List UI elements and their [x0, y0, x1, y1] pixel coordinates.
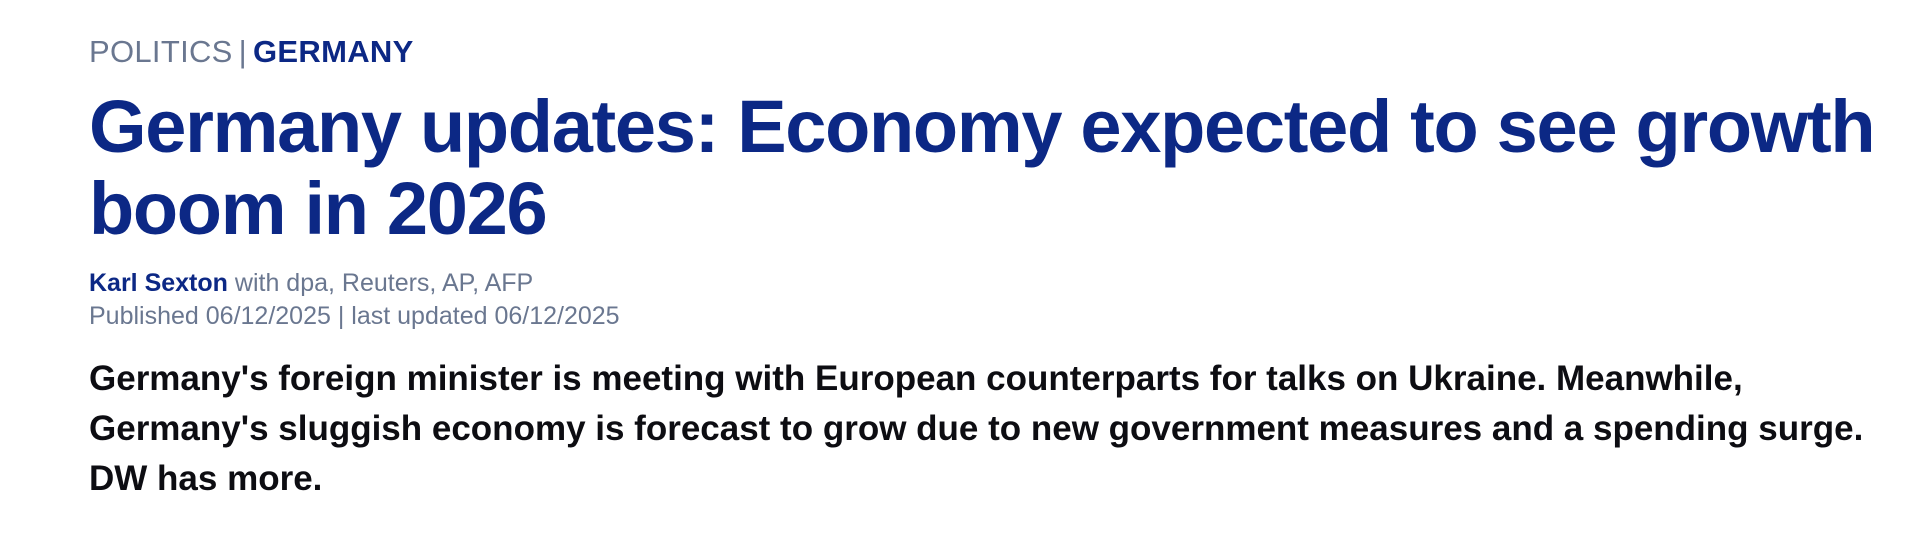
published-label: Published	[89, 302, 199, 330]
byline-agencies: with dpa, Reuters, AP, AFP	[234, 269, 534, 297]
author-link[interactable]: Karl Sexton	[89, 269, 228, 297]
published-date: 06/12/2025	[205, 302, 331, 330]
updated-date: 06/12/2025	[494, 302, 620, 330]
article-headline: Germany updates: Economy expected to see…	[89, 85, 1876, 250]
byline: Karl Sexton with dpa, Reuters, AP, AFP	[89, 267, 533, 300]
article-lead: Germany's foreign minister is meeting wi…	[89, 359, 1864, 498]
updated-label: last updated	[351, 302, 488, 330]
breadcrumb: POLITICS | GERMANY	[89, 30, 414, 74]
publication-dates: Published 06/12/2025 | last updated 06/1…	[89, 300, 620, 333]
breadcrumb-subsection-link[interactable]: GERMANY	[253, 34, 414, 69]
dates-separator: |	[337, 302, 345, 330]
breadcrumb-section-link[interactable]: POLITICS	[89, 34, 233, 69]
breadcrumb-separator: |	[238, 34, 248, 69]
